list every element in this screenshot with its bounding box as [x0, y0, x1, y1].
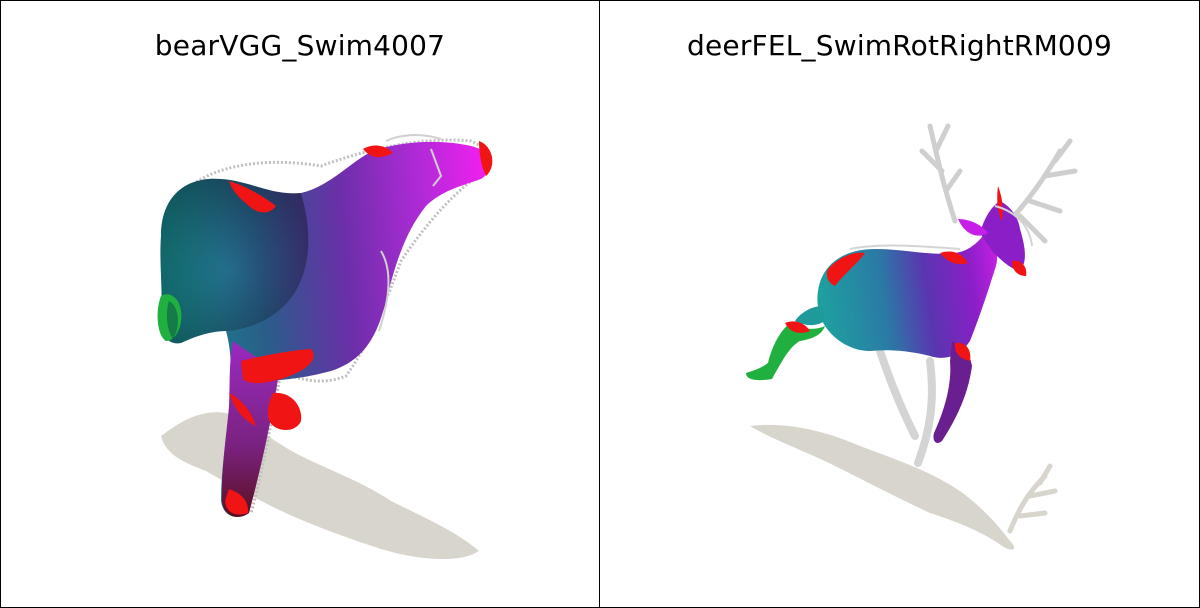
- deer-wire-legs: [876, 347, 936, 467]
- deer-hind-leg-upper: [795, 306, 825, 326]
- deer-panel: deerFEL_SwimRotRightRM009: [600, 1, 1199, 607]
- bear-render: [157, 134, 493, 560]
- bear-shadow: [161, 412, 479, 560]
- deer-shadow-antler: [1007, 463, 1058, 534]
- deer-shadow: [750, 424, 1015, 550]
- bear-panel: bearVGG_Swim4007: [1, 1, 600, 607]
- deer-head: [980, 201, 1025, 271]
- bear-wireframe: [174, 138, 491, 514]
- bear-shading: [160, 178, 309, 344]
- bear-hind-paw-shade: [166, 301, 178, 339]
- deer-body: [817, 229, 998, 358]
- deer-red-patches: [785, 186, 1027, 361]
- deer-hind-leg: [746, 323, 825, 381]
- deer-render: [746, 123, 1078, 550]
- deer-ear: [958, 219, 988, 236]
- deer-front-leg: [933, 341, 972, 444]
- bear-wire-fragments: [378, 134, 443, 332]
- bear-front-leg: [221, 341, 279, 517]
- deer-panel-title: deerFEL_SwimRotRightRM009: [687, 29, 1112, 62]
- deer-wire-fragments: [849, 205, 1033, 250]
- bear-red-patches: [225, 141, 493, 515]
- bear-panel-title: bearVGG_Swim4007: [154, 29, 446, 62]
